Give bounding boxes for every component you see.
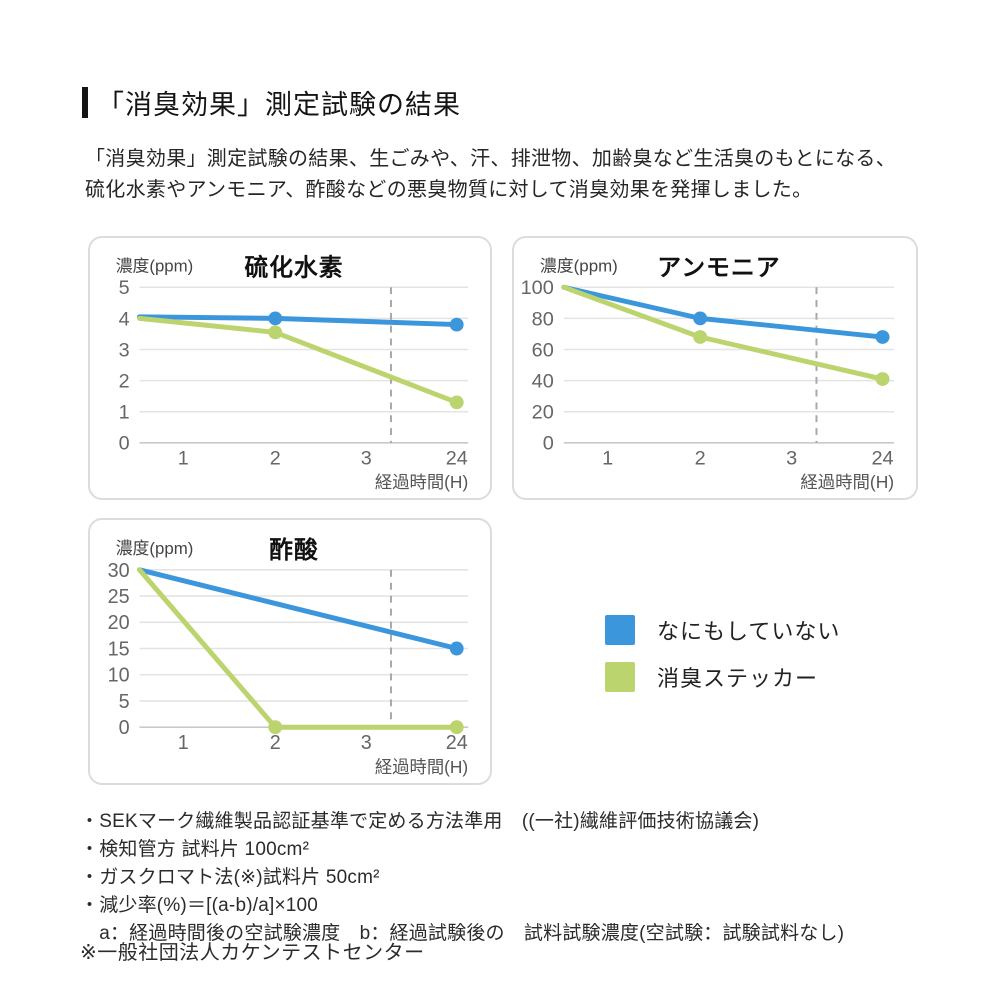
data-point-dot — [268, 325, 283, 340]
chart-legend: なにもしていない 消臭ステッカー — [605, 614, 840, 708]
data-point-dot — [449, 395, 464, 410]
x-tick-label: 1 — [178, 732, 189, 754]
y-tick-label: 0 — [543, 433, 554, 455]
y-tick-label: 20 — [108, 612, 130, 634]
data-point-dot — [693, 330, 708, 344]
asterisk-note: ※一般社団法人カケンテストセンター — [80, 942, 425, 964]
y-axis-label: 濃度(ppm) — [116, 539, 194, 558]
legend-label-sticker: 消臭ステッカー — [657, 666, 819, 691]
x-axis-label: 経過時間(H) — [800, 472, 894, 492]
x-tick-label: 3 — [786, 448, 797, 470]
page-title: 「消臭効果」測定試験の結果 — [97, 90, 461, 120]
y-tick-label: 3 — [119, 339, 130, 361]
footnote-line: a：経過時間後の空試験濃度 b：経過試験後の 試料試験濃度(空試験：試験試料なし… — [80, 923, 845, 944]
y-tick-label: 4 — [119, 308, 130, 330]
data-point-dot — [875, 372, 890, 386]
chart-card-ammonia: 0 20 40 60 80 100 1 2 3 24 濃度(ppm) アンモニア経過時間(H) — [512, 236, 918, 500]
footnote-line: ・ガスクロマト法(※)試料片 50cm² — [80, 867, 380, 888]
x-tick-label: 24 — [446, 732, 468, 754]
intro-line-1: 「消臭効果」測定試験の結果、生ごみや、汗、排泄物、加齢臭など生活臭のもとになる、 — [85, 148, 896, 170]
y-tick-label: 20 — [532, 402, 554, 424]
y-tick-label: 0 — [119, 433, 130, 455]
footnote-line: ・検知管方 試料片 100cm² — [80, 839, 310, 860]
legend-swatch-blue — [605, 615, 635, 645]
chart-title: 酢酸 — [269, 536, 319, 564]
data-point-dot — [449, 641, 464, 656]
data-point-dot — [449, 720, 464, 735]
series-line — [137, 315, 460, 405]
data-point-dot — [268, 311, 283, 326]
y-tick-label: 60 — [532, 339, 554, 361]
y-axis-label: 濃度(ppm) — [540, 257, 618, 276]
y-tick-label: 80 — [532, 308, 554, 330]
y-tick-label: 1 — [119, 402, 130, 424]
legend-item-sticker: 消臭ステッカー — [605, 661, 840, 693]
x-tick-label: 1 — [178, 448, 189, 470]
x-tick-label: 2 — [695, 448, 706, 470]
x-axis-label: 経過時間(H) — [375, 757, 468, 777]
data-point-dot — [268, 720, 283, 735]
legend-item-untreated: なにもしていない — [605, 614, 840, 646]
y-tick-label: 2 — [119, 371, 130, 393]
y-tick-label: 15 — [108, 638, 130, 660]
legend-label-untreated: なにもしていない — [657, 619, 841, 644]
data-point-dot — [875, 330, 890, 344]
intro-paragraph: 「消臭効果」測定試験の結果、生ごみや、汗、排泄物、加齢臭など生活臭のもとになる、… — [85, 144, 896, 206]
y-tick-label: 5 — [119, 691, 130, 713]
y-tick-label: 0 — [119, 717, 130, 739]
chart-card-hydrogen-sulfide: 0 1 2 3 4 5 1 2 3 24 濃度(ppm) 硫化水素経過時間(H) — [88, 236, 492, 500]
y-tick-label: 40 — [532, 371, 554, 393]
title-accent-bar — [82, 87, 88, 118]
y-tick-label: 100 — [521, 277, 554, 299]
y-tick-label: 25 — [108, 586, 130, 608]
y-axis-label: 濃度(ppm) — [116, 257, 194, 276]
x-tick-label: 1 — [602, 448, 613, 470]
data-point-dot — [693, 311, 708, 326]
chart-title: 硫化水素 — [244, 253, 343, 281]
series-line — [561, 284, 886, 340]
x-tick-label: 3 — [361, 732, 372, 754]
header: 「消臭効果」測定試験の結果 — [82, 83, 461, 122]
x-tick-label: 24 — [871, 448, 893, 470]
footnote-line: ・SEKマーク繊維製品認証基準で定める方法準用 ((一社)繊維評価技術協議会) — [80, 811, 760, 832]
chart-card-acetic-acid: 0 5 10 15 20 25 30 1 2 3 24 濃度(ppm) 酢酸経過時間(H) — [88, 518, 492, 785]
y-tick-label: 30 — [108, 560, 130, 582]
y-tick-label: 5 — [119, 277, 130, 299]
x-axis-label: 経過時間(H) — [375, 472, 468, 492]
footnotes: ・SEKマーク繊維製品認証基準で定める方法準用 ((一社)繊維評価技術協議会) … — [80, 808, 844, 948]
x-tick-label: 3 — [361, 448, 372, 470]
footnote-line: ・減少率(%)＝[(a-b)/a]×100 — [80, 895, 319, 916]
data-point-dot — [449, 317, 464, 332]
chart-title: アンモニア — [657, 255, 780, 282]
x-tick-label: 2 — [270, 732, 281, 754]
y-tick-label: 10 — [108, 665, 130, 687]
series-line — [137, 567, 460, 652]
x-tick-label: 2 — [270, 448, 281, 470]
x-tick-label: 24 — [446, 448, 468, 470]
legend-swatch-green — [605, 662, 635, 692]
intro-line-2: 硫化水素やアンモニア、酢酸などの悪臭物質に対して消臭効果を発揮しました。 — [85, 179, 813, 201]
